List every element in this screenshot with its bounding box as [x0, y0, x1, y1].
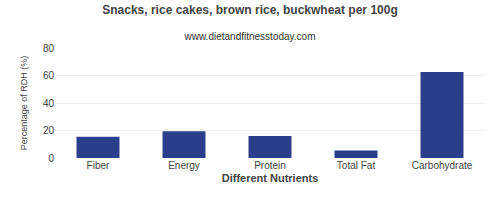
svg-text:Percentage of RDH (%): Percentage of RDH (%)	[19, 56, 29, 151]
svg-text:Carbohydrate: Carbohydrate	[412, 160, 473, 171]
svg-text:Snacks, rice cakes, brown rice: Snacks, rice cakes, brown rice, buckwhea…	[102, 3, 397, 17]
svg-text:www.dietandfitnesstoday.com: www.dietandfitnesstoday.com	[184, 31, 316, 42]
svg-text:60: 60	[43, 70, 55, 81]
svg-text:Energy: Energy	[168, 160, 200, 171]
svg-text:Fiber: Fiber	[87, 160, 110, 171]
svg-text:20: 20	[43, 125, 55, 136]
svg-text:Total Fat: Total Fat	[337, 160, 376, 171]
svg-text:Protein: Protein	[254, 160, 286, 171]
svg-text:0: 0	[48, 153, 54, 164]
svg-text:80: 80	[43, 43, 55, 54]
svg-text:40: 40	[43, 98, 55, 109]
svg-text:Different Nutrients: Different Nutrients	[222, 172, 319, 184]
